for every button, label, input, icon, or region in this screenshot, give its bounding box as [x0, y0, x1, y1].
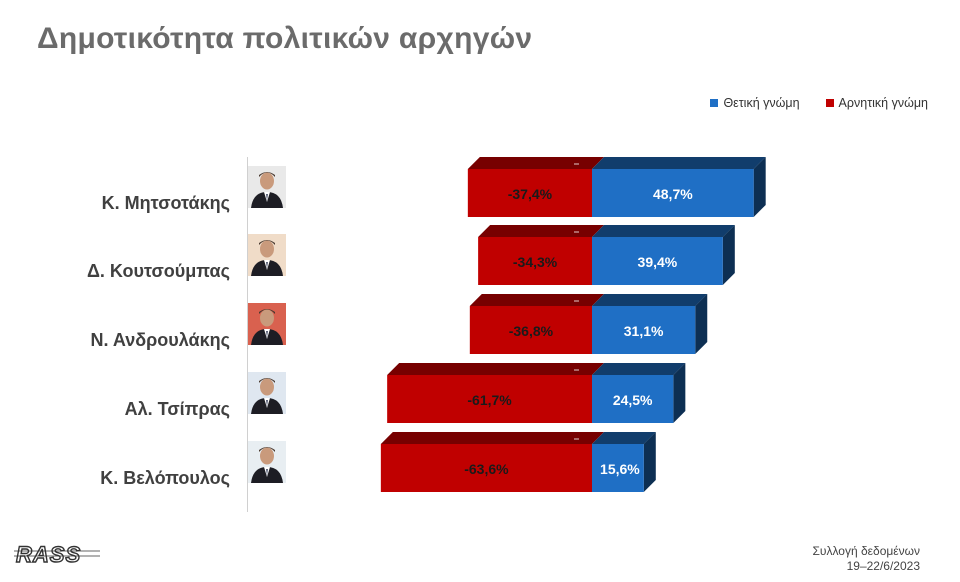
- negative-bar-top: [387, 363, 604, 375]
- data-collection-note: Συλλογή δεδομένων 19–22/6/2023: [813, 544, 921, 574]
- leader-name: Αλ. Τσίπρας: [124, 399, 230, 419]
- positive-value-label: 31,1%: [624, 323, 664, 339]
- positive-bar-side: [753, 157, 766, 217]
- leader-photo: [248, 303, 286, 345]
- negative-bar-top: [467, 157, 604, 169]
- leader-photo: [248, 441, 286, 483]
- page-title: Δημοτικότητα πολιτικών αρχηγών: [37, 22, 533, 55]
- leader-photo: [248, 234, 286, 276]
- legend-swatch-negative: [825, 99, 834, 107]
- positive-bar: [592, 306, 696, 354]
- positive-value-label: 24,5%: [613, 392, 653, 408]
- positive-bar: [592, 444, 644, 492]
- positive-bar-top: [592, 294, 708, 306]
- leader-name: Κ. Μητσοτάκης: [101, 193, 230, 213]
- positive-bar: [592, 375, 674, 423]
- negative-bar: [380, 444, 592, 492]
- positive-bar-top: [592, 225, 735, 237]
- positive-bar-top: [592, 363, 686, 375]
- legend: Θετική γνώμη Αρνητική γνώμη: [710, 96, 928, 110]
- portrait-icon: [248, 234, 286, 276]
- negative-value-label: -37,4%: [508, 186, 553, 202]
- negative-bar-top: [478, 225, 604, 237]
- negative-value-label: -61,7%: [467, 392, 512, 408]
- negative-bar-top: [469, 294, 604, 306]
- negative-value-label: -34,3%: [513, 254, 558, 270]
- positive-bar-side: [643, 432, 656, 492]
- leader-name: Δ. Κουτσούμπας: [86, 261, 230, 281]
- negative-bar: [478, 237, 592, 285]
- legend-label-negative: Αρνητική γνώμη: [838, 96, 928, 110]
- negative-value-label: -63,6%: [464, 461, 509, 477]
- positive-bar-side: [695, 294, 708, 354]
- portrait-icon: [248, 303, 286, 345]
- legend-item-positive: Θετική γνώμη: [710, 96, 800, 110]
- positive-bar-top: [592, 432, 656, 444]
- positive-bar: [592, 169, 754, 217]
- rass-logo: RASS: [12, 541, 102, 572]
- portrait-icon: [248, 372, 286, 414]
- legend-label-positive: Θετική γνώμη: [723, 96, 800, 110]
- negative-value-label: -36,8%: [509, 323, 554, 339]
- data-collection-label: Συλλογή δεδομένων: [812, 544, 921, 558]
- leader-name: Κ. Βελόπουλος: [100, 468, 230, 488]
- positive-value-label: 48,7%: [653, 186, 693, 202]
- positive-value-label: 15,6%: [600, 461, 640, 477]
- negative-bar: [469, 306, 592, 354]
- leader-name: Ν. Ανδρουλάκης: [90, 330, 230, 350]
- leader-photo: [248, 372, 286, 414]
- positive-bar: [592, 237, 723, 285]
- negative-bar: [387, 375, 592, 423]
- positive-value-label: 39,4%: [638, 254, 678, 270]
- legend-swatch-positive: [710, 99, 719, 107]
- negative-bar: [467, 169, 592, 217]
- legend-item-negative: Αρνητική γνώμη: [825, 96, 928, 110]
- svg-text:RASS: RASS: [16, 542, 81, 567]
- leader-names-column: Κ. Μητσοτάκης Δ. Κουτσούμπας Ν. Ανδρουλάκη…: [0, 0, 300, 582]
- negative-bar-top: [380, 432, 604, 444]
- rass-logo-mark: RASS: [14, 541, 100, 568]
- names-divider: [247, 157, 248, 512]
- positive-bar-top: [592, 157, 766, 169]
- data-collection-dates: 19–22/6/2023: [846, 559, 920, 573]
- positive-bar-side: [722, 225, 735, 285]
- leader-photo: [248, 166, 286, 208]
- positive-bar-side: [673, 363, 686, 423]
- portrait-icon: [248, 441, 286, 483]
- portrait-icon: [248, 166, 286, 208]
